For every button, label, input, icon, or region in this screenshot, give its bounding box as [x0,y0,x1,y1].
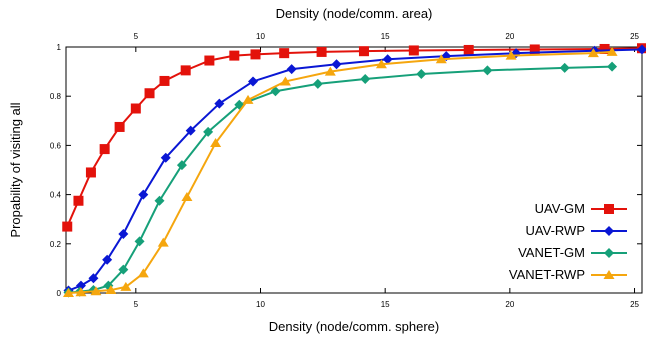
data-point [559,62,570,73]
data-point [138,189,149,200]
data-point [210,137,222,147]
data-point [324,66,336,76]
data-point [505,50,517,60]
data-point [408,45,419,56]
data-point [203,126,214,137]
data-point [599,43,610,54]
data-point [160,152,171,163]
legend-label: VANET-GM [518,245,585,260]
legend-item: UAV-RWP [526,223,627,238]
data-point [154,195,165,206]
data-point [120,281,132,291]
series-uav-rwp [63,44,646,296]
data-point [312,78,323,89]
data-point [62,288,74,297]
top-x-tick-label: 20 [505,32,514,41]
x-tick-label: 5 [134,300,139,309]
series-vanet-rwp [62,46,618,297]
data-point [88,273,99,284]
legend-label: VANET-RWP [509,267,585,282]
legend-item: UAV-GM [535,201,627,216]
data-point [248,76,259,87]
data-point [607,61,618,72]
x-tick-label: 20 [505,300,514,309]
data-point [159,75,170,86]
data-point [176,160,187,171]
x-tick-label: 10 [256,300,265,309]
data-point [316,46,327,57]
top-x-tick-label: 15 [381,32,390,41]
legend-item: VANET-GM [518,245,627,260]
data-point [214,98,225,109]
data-point [482,65,493,76]
top-x-tick-label: 5 [134,32,139,41]
data-point [331,59,342,70]
data-point [62,221,73,232]
data-point [157,237,169,247]
x-tick-label: 25 [630,300,639,309]
data-point [435,54,447,64]
x-tick-label: 15 [381,300,390,309]
data-point [286,64,297,75]
data-point [180,65,191,76]
series-line [66,47,643,227]
data-point [75,287,87,297]
y-tick-label: 0.4 [50,191,62,200]
data-point [606,46,618,56]
data-point [102,254,113,265]
data-point [114,121,125,132]
data-point [360,73,371,84]
x-axis-title: Density (node/comm. sphere) [269,319,440,334]
data-point [144,88,155,99]
data-point [270,86,281,97]
axes: 5 10 15 20 25 5 10 15 20 25 0 0.2 0.4 0.6 0.8 1 Density … [8,6,643,334]
data-point [137,268,149,278]
data-point [279,76,291,86]
data-point [587,48,599,58]
data-point [90,286,102,296]
top-x-tick-label: 10 [256,32,265,41]
data-point [358,46,369,57]
y-tick-label: 0.2 [50,240,62,249]
data-point [229,50,240,61]
data-point [181,192,193,202]
data-point [204,55,215,66]
data-point [105,285,117,295]
y-axis-title: Propability of visiting all [8,102,23,237]
legend-marker [604,248,614,258]
data-point [118,264,129,275]
legend-label: UAV-RWP [526,223,585,238]
data-point [130,103,141,114]
data-point [134,236,145,247]
data-point [250,49,261,60]
data-point [279,48,290,59]
data-point [73,195,84,206]
data-point [637,44,646,55]
top-x-tick-label: 25 [630,32,639,41]
data-point [416,69,427,80]
series-layer [62,43,646,298]
data-point [185,125,196,136]
legend-marker [603,270,615,279]
legend-marker [604,226,614,236]
y-tick-label: 0.6 [50,141,62,150]
plot-frame [65,46,643,294]
data-point [118,228,129,239]
data-point [529,44,540,55]
y-tick-label: 1 [57,43,62,52]
data-point [99,144,110,155]
data-point [382,54,393,65]
legend-item: VANET-RWP [509,267,627,282]
data-point [375,59,387,69]
legend-marker [604,204,614,214]
legend-label: UAV-GM [535,201,585,216]
data-point [463,44,474,55]
data-point [85,167,96,178]
y-tick-label: 0.8 [50,92,62,101]
data-point [242,94,254,104]
top-axis-title: Density (node/comm. area) [276,6,433,21]
y-tick-label: 0 [57,289,62,298]
legend: UAV-GM UAV-RWP VANET-GM VANET-RWP [509,201,627,282]
